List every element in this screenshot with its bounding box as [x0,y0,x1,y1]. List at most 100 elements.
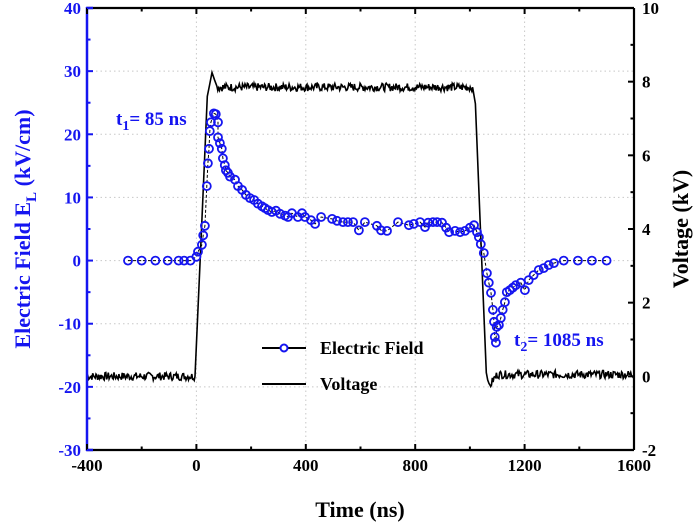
electric-field-point [423,217,434,228]
y-axis-left-label-unit: (kV/cm) [10,109,35,191]
legend: Electric Field Voltage [262,338,423,394]
electric-field-point [204,143,214,154]
y-left-tick-label: 0 [73,252,82,271]
legend-field-marker [279,343,289,353]
x-tick-label: 1200 [508,456,542,475]
electric-field-line [128,112,607,343]
electric-field-point [150,255,161,266]
electric-field-point [359,217,370,228]
electric-field-point [342,217,353,228]
electric-field-point [520,285,530,296]
annotation-t1-subscript: 1 [122,119,129,134]
electric-field-point [487,304,498,315]
electric-field-series [123,108,612,348]
electric-field-point [214,138,225,149]
electric-field-point [123,255,133,266]
electric-field-point [587,255,597,266]
annotation-t1: t1= 85 ns [116,109,187,134]
electric-field-point [528,270,539,281]
x-tick-label: 400 [293,456,319,475]
y-right-tick-label: 0 [642,367,651,386]
y-right-tick-label: 6 [642,146,651,165]
electric-field-point [486,287,496,298]
y-right-tick-label: -2 [642,441,656,460]
electric-field-point [490,337,501,348]
electric-field-point [353,225,364,236]
electric-field-point [202,158,213,169]
electric-field-point [403,220,414,231]
y-left-tick-label: -20 [58,378,81,397]
electric-field-point [472,227,482,238]
electric-field-point [316,212,327,222]
legend-field-label: Electric Field [320,338,423,358]
y-axis-left-label-main: Electric Field E [10,202,35,349]
y-axis-left-label-subscript: L [24,192,40,202]
x-axis-label: Time (ns) [315,497,404,522]
voltage-series [86,69,635,389]
electric-field-point [332,215,342,226]
electric-field-point [310,218,321,229]
electric-field-point [173,255,184,266]
electric-field-point [327,213,338,224]
annotation-t2: t2= 1085 ns [514,330,604,355]
electric-field-point [533,265,544,275]
electric-field-point [216,143,227,154]
annotation-t1-text: = 85 ns [129,109,186,130]
electric-field-point [510,280,521,291]
x-tick-label: -400 [71,456,102,475]
electric-field-point [601,255,612,266]
y-left-tick-label: 30 [64,62,81,81]
y-right-tick-label: 4 [642,220,651,239]
y-left-tick-label: 10 [64,188,81,207]
electric-field-point [549,258,559,269]
y-left-tick-label: -30 [58,441,81,460]
y-axis-right-label: Voltage (kV) [668,170,693,288]
electric-field-point [450,225,461,236]
electric-field-point [478,248,489,258]
y-right-tick-label: 8 [642,73,651,92]
electric-field-point [491,321,502,332]
x-tick-label: 1600 [617,456,651,475]
y-left-tick-label: -10 [58,315,81,334]
annotation-t2-subscript: 2 [520,340,527,355]
electric-field-point [475,239,486,250]
electric-field-point [196,239,207,250]
electric-field-point [162,255,173,266]
electric-field-point [432,217,443,228]
electric-field-point [428,217,438,228]
electric-field-point [348,217,359,228]
electric-field-point [275,208,286,219]
electric-field-point [393,217,403,228]
electric-field-point [198,230,209,241]
electric-field-point [558,255,569,266]
electric-field-point [543,260,554,270]
annotation-t2-text: = 1085 ns [527,330,603,351]
y-right-tick-label: 2 [642,294,651,313]
electric-field-point [199,220,210,231]
electric-field-point [408,218,419,229]
y-left-tick-label: 40 [64,0,81,18]
electric-field-point [338,217,348,228]
electric-field-point [455,227,466,238]
electric-field-point [382,225,392,236]
electric-field-point [444,227,455,238]
y-axis-left-label: Electric Field EL (kV/cm) [10,109,40,348]
x-tick-label: 800 [402,456,428,475]
electric-field-point [179,255,190,266]
electric-field-point [191,251,202,262]
electric-field-point [483,277,494,288]
y-left-tick-label: 20 [64,125,81,144]
tick-labels: -400 0 400 800 1200 1600-30-20-10010203040-20… [58,0,659,475]
electric-field-point [213,132,223,143]
annotation-t1-label: t [116,109,123,130]
x-tick-label: 0 [192,456,201,475]
electric-field-point [213,117,223,128]
electric-field-point [523,275,534,286]
y-right-tick-label: 10 [642,0,659,18]
electric-field-point [204,126,215,137]
electric-field-point [201,181,212,192]
electric-field-point [481,268,492,279]
annotation-t2-label: t [514,330,521,351]
electric-field-point [489,332,500,342]
electric-field-point [499,297,510,308]
